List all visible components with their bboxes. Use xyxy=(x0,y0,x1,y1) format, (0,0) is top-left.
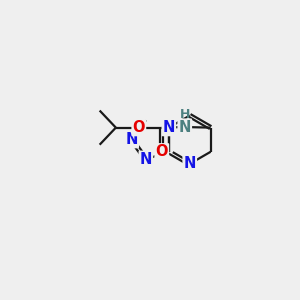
Text: N: N xyxy=(125,132,138,147)
Text: N: N xyxy=(163,120,175,135)
Text: N: N xyxy=(140,152,152,167)
Text: N: N xyxy=(184,156,196,171)
Text: N: N xyxy=(178,119,191,134)
Text: O: O xyxy=(133,120,145,135)
Text: O: O xyxy=(155,144,168,159)
Text: H: H xyxy=(180,108,190,121)
